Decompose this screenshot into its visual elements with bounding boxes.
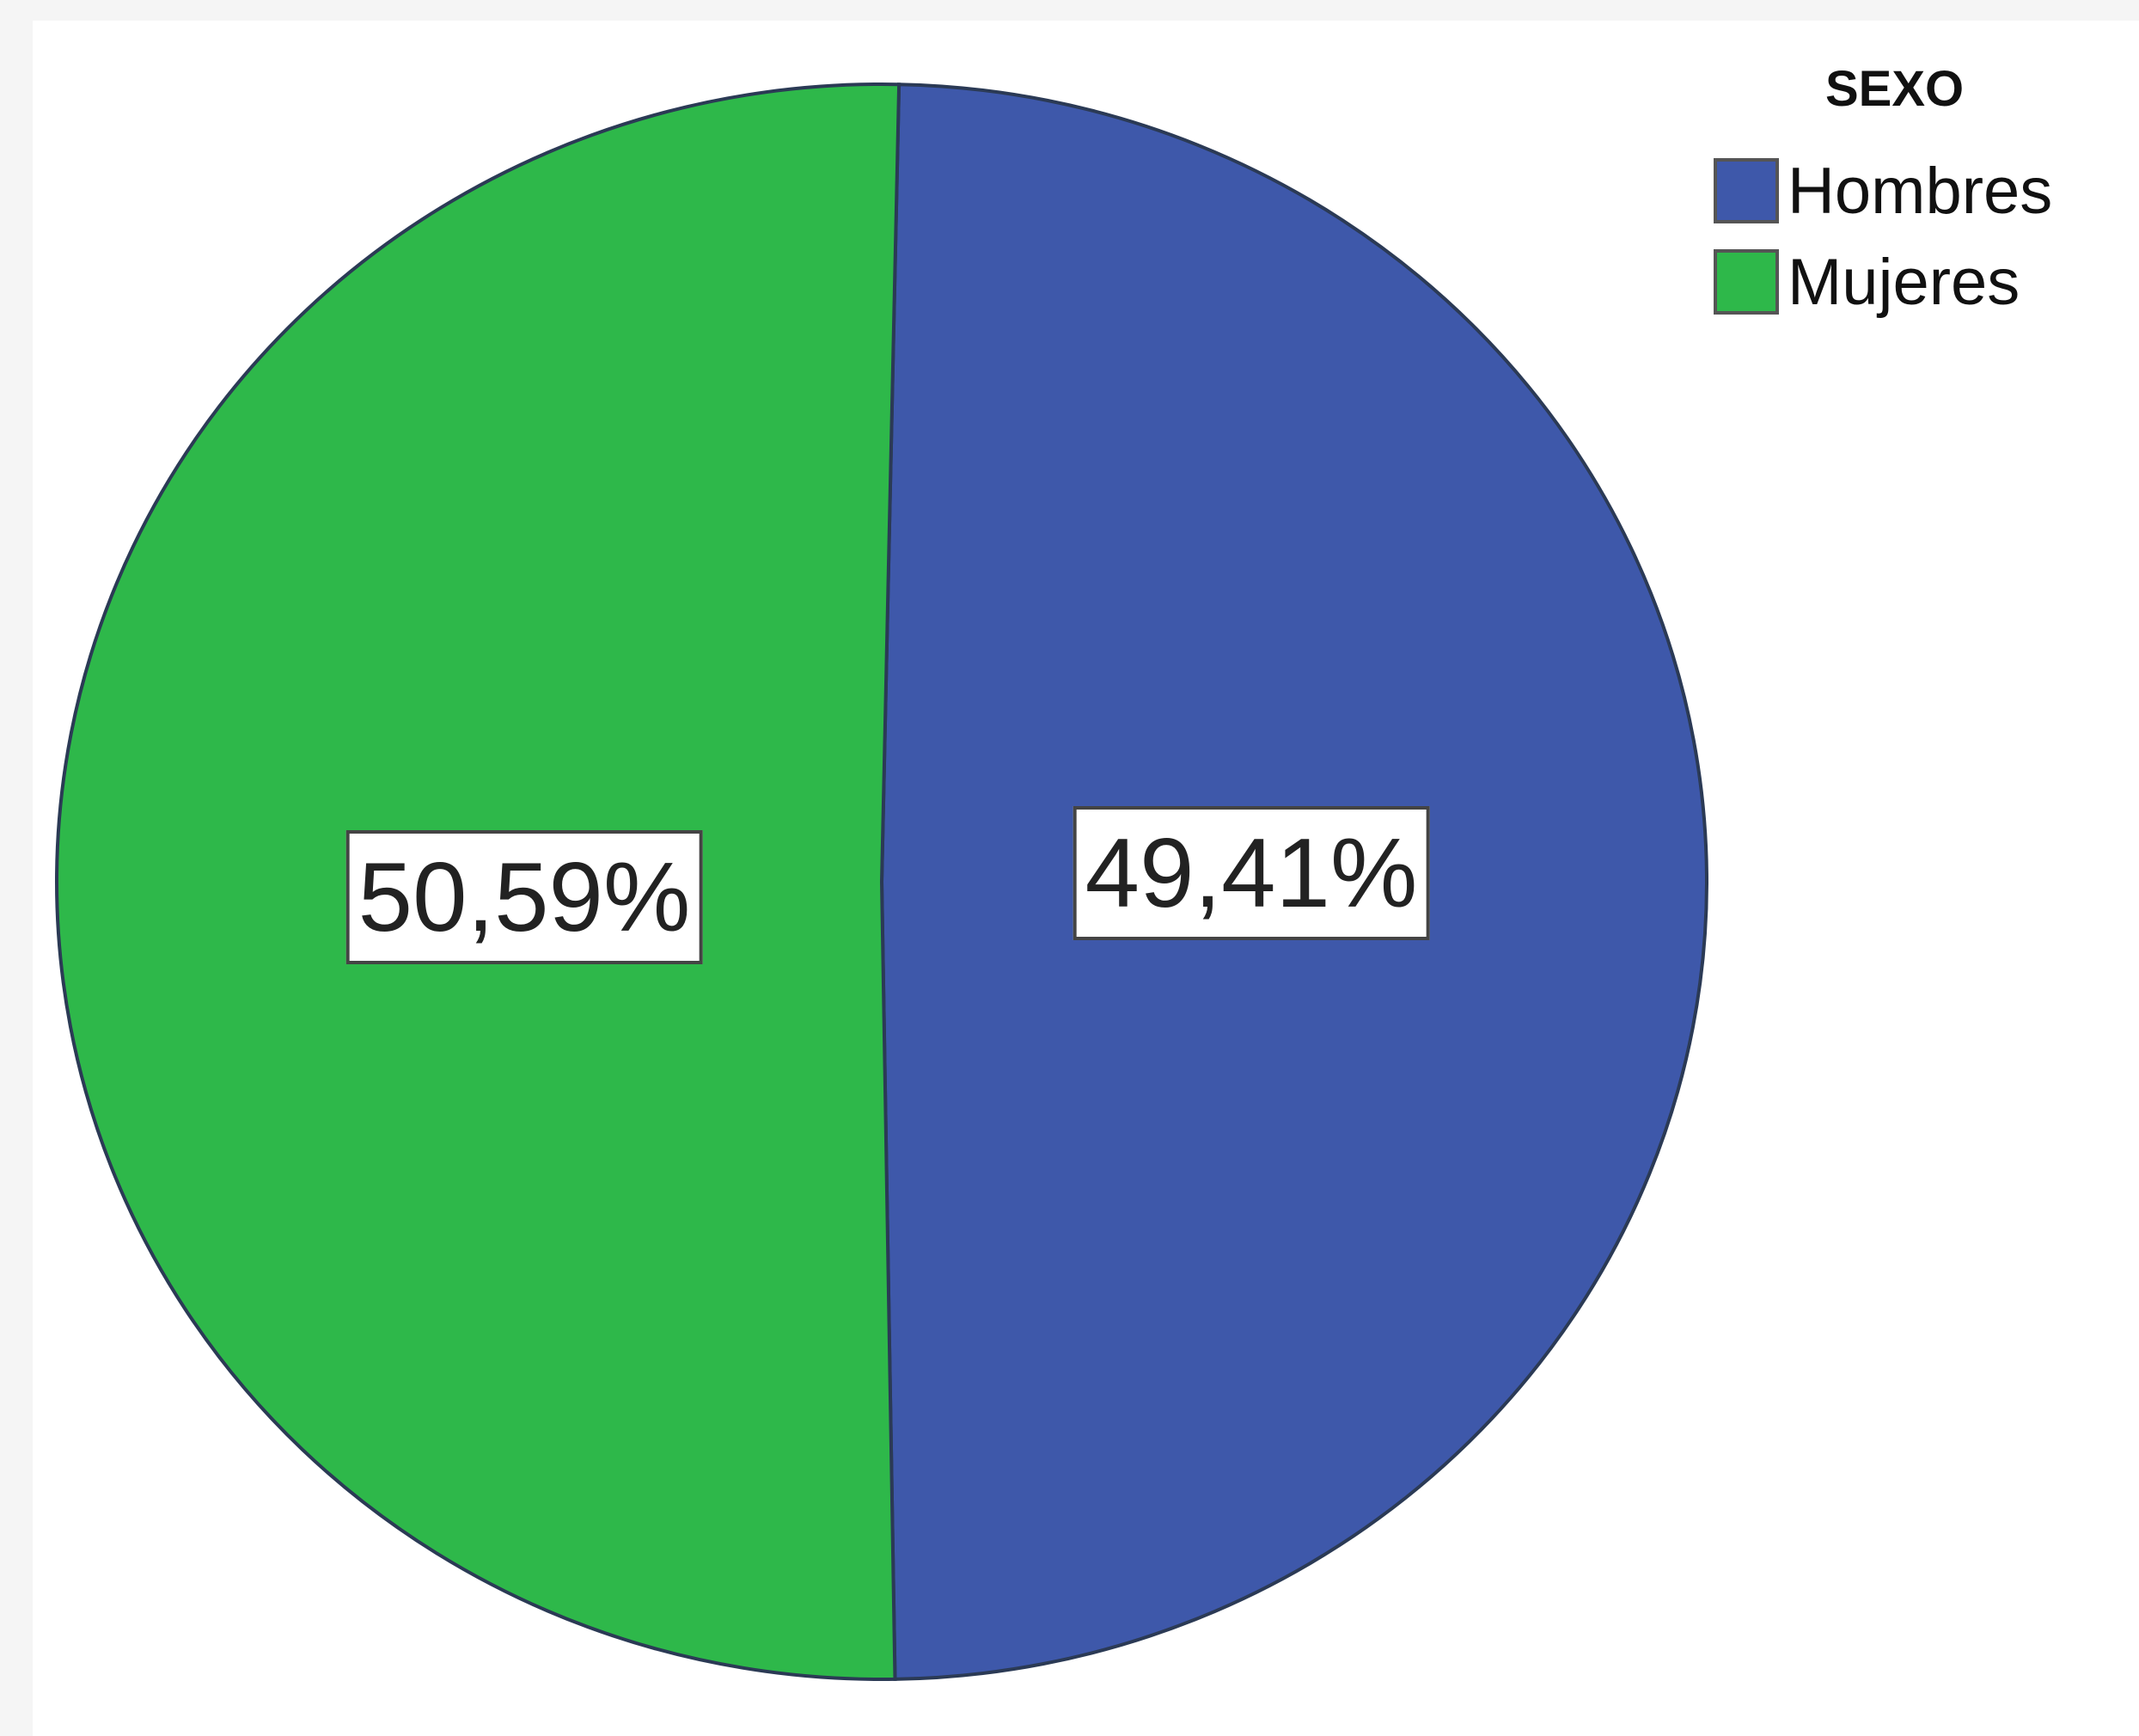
legend-item-hombres: Hombres	[1714, 155, 2052, 228]
legend-swatch-hombres	[1714, 158, 1779, 223]
data-label-hombres: 49,41%	[1073, 806, 1430, 940]
legend-label-mujeres: Mujeres	[1788, 245, 2020, 319]
legend-swatch-mujeres	[1714, 249, 1779, 315]
legend-label-hombres: Hombres	[1788, 154, 2053, 228]
data-label-mujeres: 50,59%	[345, 830, 703, 964]
legend-title: SEXO	[1825, 61, 1965, 117]
legend-item-mujeres: Mujeres	[1714, 246, 2020, 319]
